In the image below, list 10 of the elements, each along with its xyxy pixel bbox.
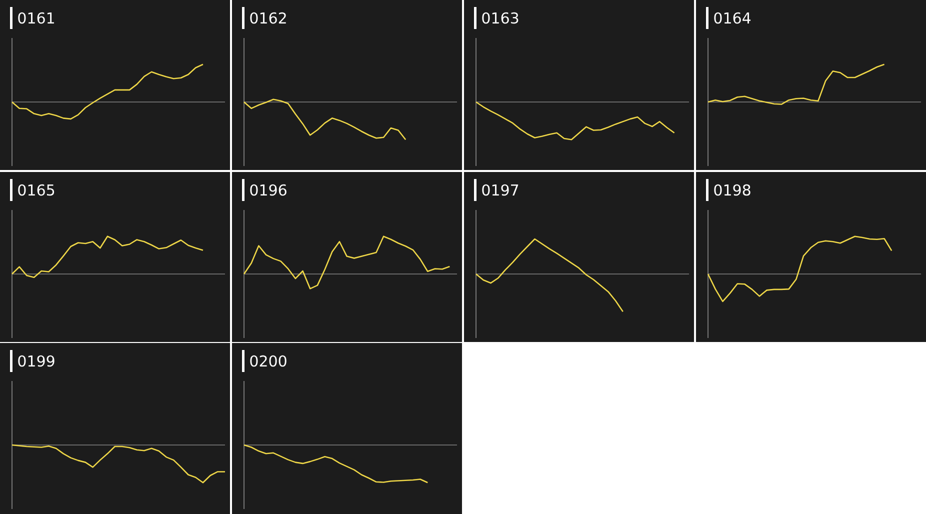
chart-title: 0162 [250,12,286,24]
chart-title: 0164 [714,12,751,24]
chart-title: 0198 [714,184,750,196]
chart-title: 0163 [482,12,518,24]
chart-title: 0165 [18,184,54,196]
chart-title: 0200 [250,355,286,367]
chart-title: 0161 [18,12,54,24]
chart-title: 0196 [250,184,286,196]
chart-title: 0197 [482,184,518,196]
chart-title: 0199 [18,355,54,367]
